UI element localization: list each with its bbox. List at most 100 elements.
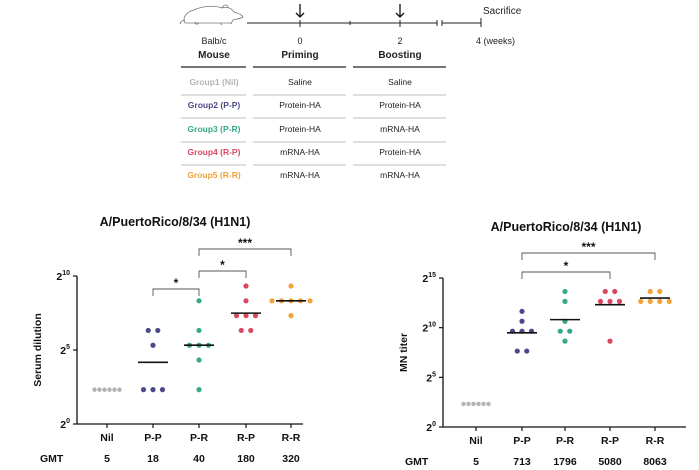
group-label: Group4 (R-P) bbox=[188, 147, 241, 157]
tick-exponent: 0 bbox=[66, 418, 70, 425]
gmt-label: GMT bbox=[405, 456, 429, 468]
priming-cell: Protein-HA bbox=[279, 124, 321, 134]
significance-label: * bbox=[564, 259, 569, 273]
arrow-down-icon bbox=[395, 4, 405, 18]
x-tick-label: R-R bbox=[646, 435, 665, 447]
header-priming: Priming bbox=[281, 50, 318, 61]
data-point bbox=[117, 387, 122, 392]
data-point bbox=[92, 387, 97, 392]
group-label: Group1 (Nil) bbox=[189, 77, 238, 87]
tick-base: 2 bbox=[60, 345, 66, 357]
y-axis-label: MN titer bbox=[398, 333, 410, 372]
data-point bbox=[466, 401, 471, 407]
gmt-value: 18 bbox=[147, 453, 159, 465]
data-point bbox=[612, 288, 618, 295]
data-point bbox=[238, 327, 244, 334]
sacrifice-label: Sacrifice bbox=[483, 6, 522, 17]
significance-label: *** bbox=[238, 236, 252, 250]
data-point bbox=[519, 308, 525, 314]
data-point bbox=[471, 401, 476, 407]
x-tick-label: R-P bbox=[601, 435, 619, 447]
data-point bbox=[150, 342, 156, 348]
chart-title: A/PuertoRico/8/34 (H1N1) bbox=[491, 220, 642, 234]
significance-bracket bbox=[198, 248, 292, 256]
tick-base: 2 bbox=[56, 271, 62, 283]
data-point bbox=[196, 387, 202, 393]
x-tick-label: R-R bbox=[282, 432, 301, 444]
group-label: Group2 (P-P) bbox=[188, 100, 241, 110]
gmt-value: 40 bbox=[193, 453, 205, 465]
gmt-value: 8063 bbox=[643, 456, 667, 468]
tick-base: 2 bbox=[426, 372, 432, 384]
week-0: 0 bbox=[297, 36, 302, 46]
significance-bracket bbox=[152, 288, 200, 296]
week-2: 2 bbox=[397, 36, 402, 46]
tick-exponent: 5 bbox=[432, 371, 436, 378]
significance-label: * bbox=[174, 276, 179, 290]
y-tick-label: 20 bbox=[60, 418, 70, 431]
data-point bbox=[243, 313, 249, 319]
data-point bbox=[461, 401, 466, 407]
data-point bbox=[657, 298, 663, 305]
y-tick-label: 25 bbox=[426, 371, 436, 384]
priming-cell: Saline bbox=[288, 77, 312, 87]
data-point bbox=[196, 357, 202, 363]
significance-bracket bbox=[521, 271, 611, 279]
data-point bbox=[562, 338, 568, 344]
chart-1: A/PuertoRico/8/34 (H1N1)Serum dilution20… bbox=[32, 215, 313, 465]
data-point bbox=[233, 313, 240, 319]
x-tick-label: Nil bbox=[469, 435, 483, 447]
data-point bbox=[602, 288, 608, 295]
priming-cell: mRNA-HA bbox=[280, 147, 320, 157]
boosting-cell: Saline bbox=[388, 77, 412, 87]
priming-cell: mRNA-HA bbox=[280, 170, 320, 180]
gmt-value: 180 bbox=[237, 453, 255, 465]
chart-title: A/PuertoRico/8/34 (H1N1) bbox=[100, 215, 251, 229]
mouse-icon bbox=[179, 4, 244, 26]
tick-base: 2 bbox=[426, 422, 432, 434]
tick-exponent: 5 bbox=[66, 344, 70, 351]
group-label: Group3 (P-R) bbox=[188, 124, 241, 134]
tick-exponent: 0 bbox=[432, 421, 436, 428]
chart-2: A/PuertoRico/8/34 (H1N1)MN titer20252102… bbox=[398, 220, 686, 468]
boosting-cell: Protein-HA bbox=[379, 100, 421, 110]
x-tick-label: P-R bbox=[190, 432, 209, 444]
data-point bbox=[269, 298, 275, 304]
group-label: Group5 (R-R) bbox=[187, 170, 241, 180]
significance-label: *** bbox=[581, 240, 595, 254]
data-point bbox=[140, 387, 147, 393]
gmt-value: 5 bbox=[473, 456, 479, 468]
y-tick-label: 210 bbox=[56, 270, 70, 283]
data-point bbox=[638, 298, 644, 305]
data-point bbox=[657, 288, 663, 295]
data-point bbox=[524, 348, 530, 354]
data-point bbox=[150, 387, 156, 393]
data-point bbox=[666, 298, 672, 305]
tick-base: 2 bbox=[60, 419, 66, 431]
data-point bbox=[476, 401, 481, 407]
boosting-cell: mRNA-HA bbox=[380, 124, 420, 134]
data-point bbox=[102, 387, 107, 392]
significance-bracket bbox=[521, 252, 656, 260]
data-point bbox=[647, 288, 653, 295]
arrow-down-icon bbox=[295, 4, 305, 18]
data-point bbox=[519, 318, 525, 324]
data-point bbox=[607, 338, 613, 344]
gmt-label: GMT bbox=[40, 453, 64, 465]
x-tick-label: P-R bbox=[556, 435, 575, 447]
tick-base: 2 bbox=[422, 273, 428, 285]
data-point bbox=[616, 298, 623, 305]
data-point bbox=[112, 387, 117, 392]
group-table: Group1 (Nil) Saline Saline Group2 (P-P) Prot… bbox=[181, 77, 446, 180]
x-tick-label: P-P bbox=[144, 432, 162, 444]
data-point bbox=[107, 387, 112, 392]
tick-base: 2 bbox=[422, 323, 428, 335]
y-tick-label: 20 bbox=[426, 421, 436, 434]
y-tick-label: 215 bbox=[422, 272, 436, 285]
significance-label: * bbox=[220, 258, 225, 272]
priming-cell: Protein-HA bbox=[279, 100, 321, 110]
tick-exponent: 10 bbox=[62, 270, 70, 277]
header-mouse: Mouse bbox=[198, 50, 230, 61]
data-point bbox=[243, 298, 249, 304]
x-tick-label: R-P bbox=[237, 432, 255, 444]
